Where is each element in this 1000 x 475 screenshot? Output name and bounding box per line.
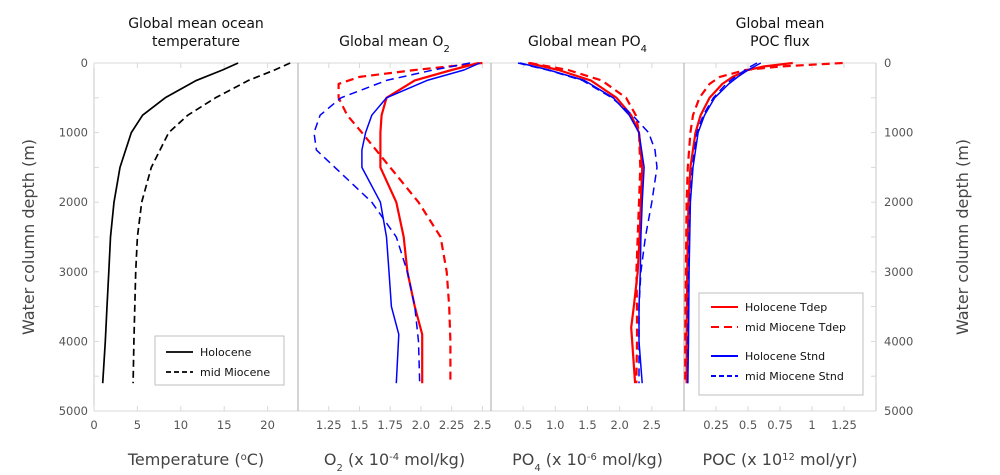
x-tick-label: 1.25	[316, 418, 342, 432]
x-axis-label-o2: O2 (x 10-4 mol/kg)	[324, 450, 465, 474]
x-axis-label-poc-part: POC (x 10	[703, 450, 783, 469]
series-line-o2-hol_stnd	[361, 62, 481, 384]
x-tick-label: 1.25	[831, 418, 857, 432]
panel-title-po4-part: 4	[641, 44, 647, 55]
y-axis-label-left: Water column depth (m)	[19, 139, 38, 335]
x-tick-label: 0	[90, 418, 97, 432]
panel-title-o2: Global mean O2	[339, 34, 450, 55]
y-tick-label-left: 0	[81, 56, 88, 70]
panel-title-poc: Global mean	[736, 16, 825, 32]
panel-title-o2-part: Global mean O	[339, 34, 443, 50]
legend-label: mid Miocene	[200, 366, 270, 379]
panel-title-poc: POC flux	[750, 34, 810, 50]
series-line-po4-hol_stnd	[519, 62, 645, 384]
y-tick-label-left: 2000	[59, 195, 88, 209]
x-tick-label: 2.25	[439, 418, 465, 432]
y-tick-label-left: 3000	[59, 265, 88, 279]
x-axis-label-o2-part: O	[324, 450, 337, 469]
x-axis-label-po4-part: PO	[512, 450, 534, 469]
x-axis-label-poc: POC (x 1012 mol/yr)	[703, 450, 858, 469]
x-axis-label-temperature-part: Temperature (	[127, 450, 241, 469]
panel-title-po4: Global mean PO4	[528, 34, 647, 55]
y-tick-label-left: 5000	[59, 404, 88, 418]
x-tick-label: 0.75	[767, 418, 793, 432]
series-line-temperature-holocene	[101, 62, 239, 384]
x-tick-label: 0.25	[703, 418, 729, 432]
y-tick-label-left: 4000	[59, 334, 88, 348]
x-axis-label-temperature-part: o	[241, 452, 247, 463]
x-tick-label: 2.5	[473, 418, 491, 432]
x-tick-label: 1.5	[350, 418, 368, 432]
panel-title-temperature: Global mean ocean	[128, 16, 264, 32]
x-tick-label: 1.5	[578, 418, 596, 432]
legend-label: Holocene	[200, 346, 252, 359]
x-axis-label-o2-part: -4	[389, 452, 399, 463]
legend-box	[698, 292, 864, 396]
panel-title-temperature: temperature	[152, 34, 240, 50]
legend-label: mid Miocene Tdep	[745, 321, 846, 334]
legend-temperature: Holocene mid Miocene	[154, 335, 285, 386]
y-axis-label-right: Water column depth (m)	[953, 139, 972, 335]
y-tick-label-right: 3000	[884, 265, 913, 279]
series-line-poc-mio_stnd	[687, 62, 758, 384]
legend-box	[154, 335, 285, 386]
x-tick-label: 15	[217, 418, 232, 432]
series-line-temperature-mid_miocene	[132, 62, 291, 384]
x-axis-label-temperature-part: C)	[247, 450, 264, 469]
x-tick-label: 10	[173, 418, 188, 432]
y-tick-label-right: 2000	[884, 195, 913, 209]
x-tick-label: 1.75	[377, 418, 403, 432]
panel-o2: Global mean O21.25 1.5 1.75 2.0 2.25 2.5O2 (x…	[313, 34, 492, 474]
series-line-po4-mio_tdep	[529, 61, 642, 384]
x-axis-label-poc-part: mol/yr)	[795, 450, 858, 469]
x-tick-label: 0.5	[739, 418, 757, 432]
panel-title-o2-part: 2	[443, 44, 449, 55]
x-tick-label: 2.0	[611, 418, 629, 432]
series-line-po4-hol_tdep	[528, 61, 644, 384]
x-axis-label-po4-part: mol/kg)	[597, 450, 663, 469]
panels: Global mean ocean temperature 0 5 10 15 20 Temp…	[90, 16, 857, 474]
panel-poc: Global mean POC flux 0.25 0.5 0.75 1 1.25 POC (…	[684, 16, 858, 469]
x-axis-label-o2-part: mol/kg)	[399, 450, 465, 469]
x-axis-label-po4-part: 4	[534, 463, 540, 474]
x-tick-label: 1	[808, 418, 815, 432]
y-tick-label-right: 1000	[884, 126, 913, 140]
panel-temperature: Global mean ocean temperature 0 5 10 15 20 Temp…	[90, 16, 291, 469]
y-tick-label-right: 4000	[884, 334, 913, 348]
y-tick-label-right: 5000	[884, 404, 913, 418]
legend-label: mid Miocene Stnd	[745, 370, 844, 383]
legends: Holocene mid Miocene Holocene Tdep mid Mioc…	[154, 292, 864, 396]
x-axis-label-o2-part: 2	[337, 463, 343, 474]
y-tick-label-right: 0	[884, 56, 891, 70]
x-axis-label-po4-part: -6	[587, 452, 597, 463]
x-tick-label: 20	[260, 418, 275, 432]
x-tick-label: 5	[134, 418, 141, 432]
series-line-o2-mio_stnd	[313, 62, 471, 384]
x-tick-label: 2.0	[412, 418, 430, 432]
x-axis-label-poc-part: 12	[782, 452, 795, 463]
series-line-po4-mio_stnd	[517, 62, 658, 384]
panel-title-po4-part: Global mean PO	[528, 34, 641, 50]
legend-label: Holocene Stnd	[745, 350, 825, 363]
series-line-o2-mio_tdep	[337, 61, 483, 384]
legend-label: Holocene Tdep	[745, 301, 827, 314]
x-axis-label-o2-part: (x 10	[343, 450, 389, 469]
depth-axes: 0 0 1000 1000 2000 2000 3000 3000 4000 4000 5000 50…	[19, 56, 972, 418]
legend-poc: Holocene Tdep mid Miocene Tdep Holocene St…	[698, 292, 864, 396]
x-tick-label: 0.5	[514, 418, 532, 432]
x-tick-label: 2.5	[643, 418, 661, 432]
x-axis-label-po4: PO4 (x 10-6 mol/kg)	[512, 450, 663, 474]
x-axis-label-temperature: Temperature (oC)	[127, 450, 264, 469]
x-axis-label-po4-part: (x 10	[541, 450, 587, 469]
y-tick-label-left: 1000	[59, 126, 88, 140]
series-line-o2-hol_tdep	[379, 61, 479, 384]
x-tick-label: 1.0	[546, 418, 564, 432]
